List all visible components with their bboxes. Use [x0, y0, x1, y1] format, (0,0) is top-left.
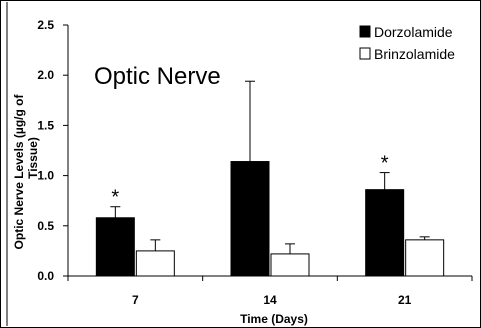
legend-swatch	[359, 47, 371, 60]
x-axis: 7 14 21	[67, 275, 473, 307]
chart-title: Optic Nerve	[94, 63, 221, 90]
x-tick-label: 7	[132, 293, 139, 307]
y-axis-title: Optic Nerve Levels (µg/g of Tissue)	[12, 94, 40, 250]
legend: Dorzolamide Brinzolamide	[359, 24, 455, 62]
bar-dorzolamide-7	[95, 217, 135, 277]
legend-label: Dorzolamide	[374, 24, 453, 40]
legend-swatch	[359, 25, 371, 38]
y-axis-title-line-2: Tissue)	[26, 137, 40, 179]
y-tick-label: 2.0	[37, 68, 54, 82]
bar-brinzolamide-14	[270, 253, 310, 277]
x-tick-label: 21	[398, 293, 412, 307]
y-tick-label: 0.0	[37, 269, 54, 283]
y-tick-label: 1.5	[37, 118, 54, 132]
x-axis-title: Time (Days)	[240, 312, 308, 326]
bar-dorzolamide-14	[230, 161, 270, 277]
y-axis: 0.0 0.5 1.0 1.5 2.0 2.5	[37, 18, 69, 283]
y-tick-label: 1.0	[37, 169, 54, 183]
y-tick-label: 2.5	[37, 18, 54, 32]
y-tick-label: 0.5	[37, 219, 54, 233]
significance-marker: *	[381, 153, 389, 175]
legend-label: Brinzolamide	[374, 46, 455, 62]
x-tick-label: 14	[263, 293, 277, 307]
significance-marker: *	[111, 187, 119, 209]
bar-brinzolamide-21	[405, 239, 445, 277]
bars: **	[95, 80, 445, 277]
bar-dorzolamide-21	[365, 189, 405, 277]
bar-brinzolamide-7	[135, 250, 175, 277]
y-axis-title-line-1: Optic Nerve Levels (µg/g of	[12, 94, 26, 250]
